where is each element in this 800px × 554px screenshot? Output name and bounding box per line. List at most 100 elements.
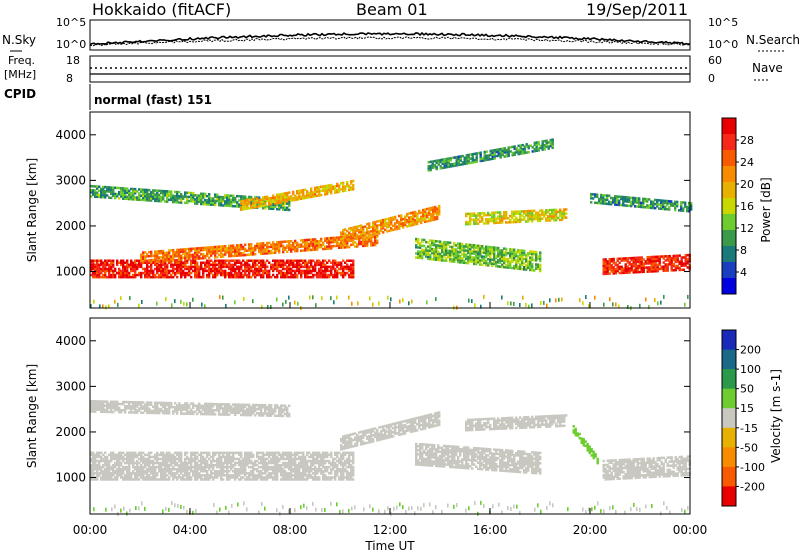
heatmap-cell	[154, 258, 157, 262]
heatmap-cell	[122, 263, 125, 267]
freq-right-tick-top: 60	[708, 54, 722, 67]
heatmap-cell	[174, 253, 177, 256]
heatmap-cell	[272, 198, 275, 201]
heatmap-cell	[483, 154, 486, 158]
heatmap-cell	[376, 226, 379, 229]
heatmap-cell	[322, 275, 325, 279]
heatmap-cell	[188, 468, 191, 471]
heatmap-cell	[98, 185, 101, 188]
heatmap-cell	[182, 252, 185, 255]
heatmap-cell	[656, 203, 659, 206]
heatmap-cell	[521, 218, 524, 221]
heatmap-cell	[128, 263, 131, 267]
heatmap-cell	[511, 266, 514, 270]
heatmap-cell	[372, 302, 374, 307]
freq-panel	[89, 55, 691, 83]
heatmap-cell	[519, 152, 522, 155]
heatmap-cell	[428, 219, 431, 223]
heatmap-cell	[272, 265, 275, 269]
heatmap-cell	[160, 263, 163, 267]
heatmap-cell	[660, 265, 663, 269]
heatmap-cell	[174, 198, 177, 202]
heatmap-cell	[240, 273, 243, 277]
heatmap-cell	[238, 271, 241, 275]
heatmap-cell	[280, 275, 283, 279]
heatmap-cell	[612, 199, 615, 202]
heatmap-cell	[515, 250, 518, 254]
heatmap-cell	[214, 199, 217, 203]
heatmap-cell	[198, 269, 201, 273]
heatmap-cell	[90, 189, 93, 192]
heatmap-cell	[238, 451, 241, 455]
heatmap-cell	[184, 461, 187, 465]
heatmap-cell	[686, 258, 689, 261]
heatmap-cell	[272, 207, 275, 211]
heatmap-cell	[144, 267, 147, 271]
heatmap-cell	[148, 461, 151, 465]
heatmap-cell	[164, 253, 167, 257]
heatmap-cell	[435, 246, 438, 249]
heatmap-cell	[200, 248, 203, 252]
heatmap-cell	[158, 273, 161, 277]
heatmap-cell	[192, 198, 195, 201]
heatmap-cell	[138, 198, 141, 201]
heatmap-cell	[493, 248, 496, 251]
heatmap-cell	[612, 270, 615, 273]
heatmap-cell	[270, 196, 273, 200]
heatmap-cell	[240, 459, 243, 463]
heatmap-cell	[497, 246, 500, 250]
heatmap-cell	[104, 196, 107, 199]
heatmap-cell	[262, 451, 265, 455]
heatmap-cell	[126, 457, 129, 461]
heatmap-cell	[495, 254, 498, 258]
heatmap-cell	[302, 249, 305, 252]
heatmap-cell	[628, 267, 631, 270]
heatmap-cell	[322, 269, 325, 273]
heatmap-cell	[278, 197, 281, 200]
heatmap-cell	[402, 222, 405, 225]
heatmap-cell	[674, 206, 677, 210]
heatmap-cell	[408, 220, 411, 223]
heatmap-cell	[501, 253, 504, 256]
heatmap-cell	[160, 191, 163, 195]
heatmap-cell	[158, 265, 161, 269]
heatmap-cell	[108, 472, 111, 475]
heatmap-cell	[222, 196, 225, 199]
heatmap-cell	[198, 255, 201, 258]
heatmap-cell	[545, 211, 548, 214]
heatmap-cell	[602, 196, 605, 199]
heatmap-cell	[162, 463, 165, 467]
heatmap-cell	[188, 459, 191, 463]
heatmap-cell	[336, 182, 339, 186]
heatmap-cell	[214, 261, 217, 264]
heatmap-cell	[511, 220, 514, 224]
heatmap-cell	[348, 245, 351, 249]
heatmap-cell	[479, 259, 482, 262]
heatmap-cell	[106, 463, 109, 467]
heatmap-cell	[246, 478, 249, 481]
heatmap-cell	[220, 455, 223, 459]
heatmap-cell	[172, 457, 175, 461]
heatmap-cell	[312, 269, 315, 273]
heatmap-cell	[216, 470, 219, 473]
heatmap-cell	[166, 271, 169, 275]
heatmap-cell	[238, 254, 241, 257]
heatmap-cell	[228, 198, 231, 201]
heatmap-cell	[190, 191, 193, 195]
heatmap-cell	[394, 226, 397, 229]
heatmap-cell	[148, 273, 151, 277]
heatmap-cell	[354, 232, 357, 235]
heatmap-cell	[248, 476, 251, 479]
heatmap-cell	[94, 271, 97, 275]
heatmap-cell	[408, 222, 411, 226]
heatmap-cell	[616, 269, 619, 273]
heatmap-cell	[218, 267, 221, 271]
heatmap-cell	[236, 451, 239, 455]
heatmap-cell	[182, 273, 185, 277]
heatmap-cell	[338, 263, 341, 267]
heatmap-cell	[164, 453, 167, 457]
heatmap-cell	[292, 261, 295, 264]
heatmap-cell	[230, 265, 233, 269]
heatmap-cell	[374, 222, 377, 226]
heatmap-cell	[196, 263, 199, 267]
